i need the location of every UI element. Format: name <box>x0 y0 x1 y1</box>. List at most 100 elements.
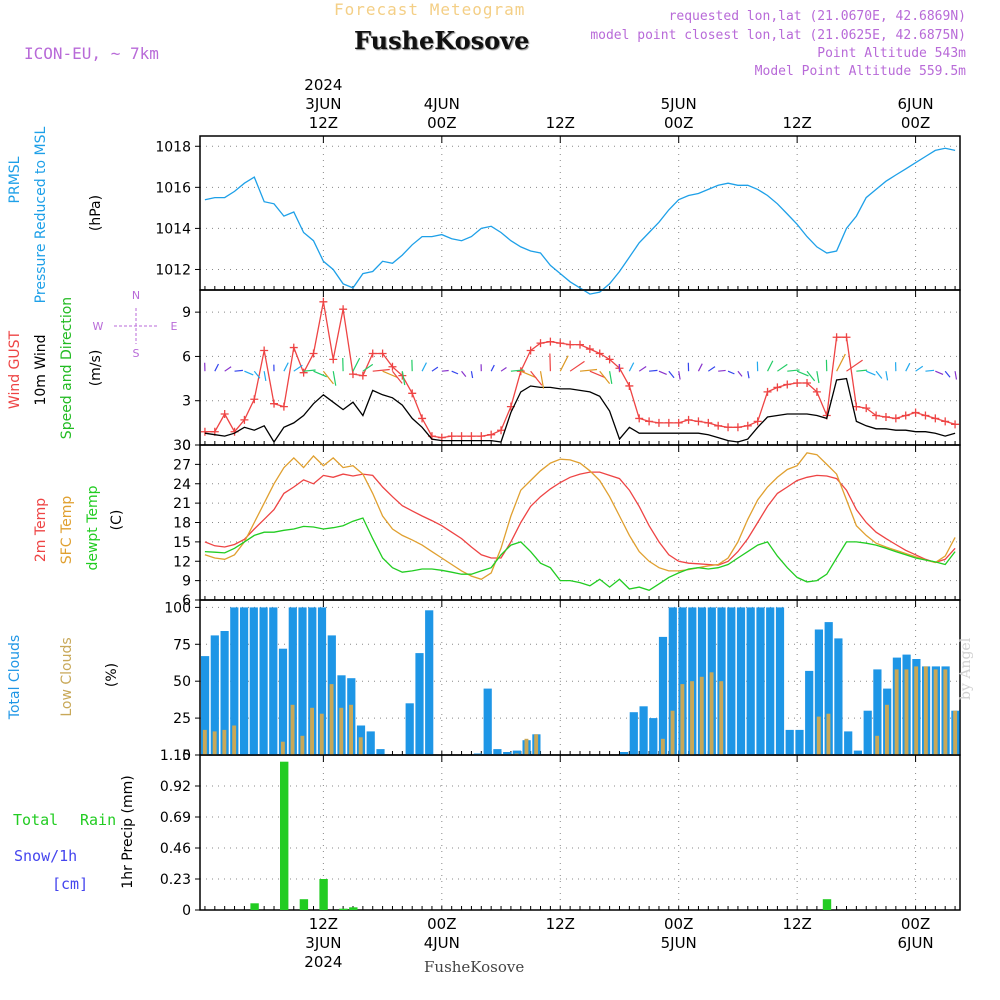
temperature-tick-label: 18 <box>173 516 191 532</box>
wind-direction-arrow <box>391 370 403 384</box>
total-clouds-bar <box>824 622 833 755</box>
low-clouds-bar <box>719 681 724 755</box>
gust-point-marker <box>516 367 525 376</box>
compass-e: E <box>171 320 178 333</box>
wind-direction-arrow <box>569 360 585 372</box>
gust-point-marker <box>625 381 634 390</box>
wind-direction-arrow <box>747 371 750 379</box>
total-clouds-bar <box>834 638 843 755</box>
wind-direction-arrow <box>352 357 361 372</box>
total-clouds-bar <box>288 607 297 755</box>
wind-direction-arrow <box>668 370 675 379</box>
gust-point-marker <box>684 415 693 424</box>
bottom-time-label: 5JUN <box>661 934 697 952</box>
wind-direction-arrow <box>549 353 551 372</box>
gust-point-marker <box>329 355 338 364</box>
gust-point-marker <box>220 410 229 418</box>
low-clouds-bar <box>885 704 889 755</box>
compass-n: N <box>132 289 140 302</box>
temperature-tick-label: 15 <box>173 535 191 551</box>
clouds-tick-label: 100 <box>164 600 191 616</box>
forecast-meteogram-title: Forecast Meteogram <box>334 0 526 19</box>
temp-2m-label: 2m Temp <box>33 498 49 562</box>
gust-point-marker <box>832 333 841 342</box>
gust-point-marker <box>911 408 920 417</box>
low-clouds-bar <box>290 704 295 755</box>
wind-direction-arrow <box>925 369 935 372</box>
wind-direction-arrow <box>609 371 613 385</box>
closest-coordinates: model point closest lon,lat (21.0625E, 4… <box>590 28 966 43</box>
grid-lines <box>200 136 960 910</box>
wind-direction-arrow <box>935 370 944 376</box>
wind-direction-arrow <box>510 369 524 372</box>
gust-point-marker <box>812 387 821 396</box>
ten-m-wind-label: 10m Wind <box>33 334 49 405</box>
clouds-tick-label: 25 <box>173 711 191 727</box>
wind-direction-arrow <box>303 369 316 372</box>
wind-direction-arrow <box>599 370 611 385</box>
total-clouds-bar <box>736 607 746 755</box>
gust-point-marker <box>566 340 575 349</box>
wind-direction-arrow <box>431 366 439 372</box>
total-clouds-bar <box>649 718 658 755</box>
wind-direction-arrow <box>628 362 635 372</box>
total-clouds-bar <box>678 607 687 755</box>
total-clouds-bar <box>278 648 288 755</box>
pressure-tick-label: 1014 <box>155 221 191 237</box>
gust-point-marker <box>743 421 752 430</box>
point-altitude: Point Altitude 543m <box>817 46 966 61</box>
low-clouds-bar <box>310 707 314 755</box>
total-rain-bar <box>280 761 289 910</box>
gust-point-marker <box>694 417 703 426</box>
low-clouds-bar <box>329 684 334 755</box>
wind-direction-arrow <box>589 370 606 379</box>
temperature-tick-label: 24 <box>173 477 191 493</box>
station-title: FusheKosove <box>354 26 530 55</box>
total-clouds-bar <box>785 729 794 755</box>
gust-point-marker <box>299 368 308 377</box>
gust-point-marker <box>803 379 812 387</box>
wind-tick-label: 0 <box>182 438 191 454</box>
gust-point-marker <box>842 333 851 342</box>
low-clouds-bar <box>690 681 694 755</box>
wind-tick-label: 9 <box>182 305 191 321</box>
temperature-tick-label: 21 <box>173 496 191 512</box>
low-clouds-bar <box>534 734 539 755</box>
gust-point-marker <box>309 349 318 358</box>
wind-direction-arrow <box>234 369 243 372</box>
total-clouds-bar <box>775 607 785 755</box>
low-clouds-bar <box>953 710 958 755</box>
total-clouds-bar <box>853 750 862 755</box>
wind-direction-arrow <box>875 370 883 379</box>
low-clouds-bar <box>232 725 237 755</box>
wind-direction-arrow <box>372 368 390 372</box>
low-clouds-bar <box>202 729 207 755</box>
total-clouds-bar <box>503 752 512 755</box>
gust-point-marker <box>635 414 644 423</box>
pressure-tick-label: 1018 <box>155 139 191 155</box>
total-clouds-bar <box>366 731 375 755</box>
wind-direction-arrow <box>777 363 788 372</box>
gust-point-marker <box>497 426 506 435</box>
total-clouds-bar <box>240 607 249 755</box>
wind-direction-arrow <box>678 371 681 380</box>
wind-direction-arrow <box>283 362 289 372</box>
gust-point-marker <box>279 402 288 411</box>
gust-point-marker <box>931 414 940 423</box>
low-clouds-bar <box>222 729 227 755</box>
wind-direction-arrow <box>253 370 261 379</box>
total-clouds-bar <box>795 729 804 755</box>
total-clouds-bar <box>230 607 239 755</box>
temperature-tick-label: 27 <box>173 457 191 473</box>
wind-direction-arrow <box>461 370 467 377</box>
bottom-time-label: 4JUN <box>424 934 460 952</box>
total-clouds-bar <box>376 749 385 755</box>
total-rain-bar <box>299 899 309 910</box>
wind-gust-line <box>204 301 956 439</box>
gust-point-marker <box>368 349 377 358</box>
gust-point-marker <box>881 412 890 421</box>
precip-tick-label: 0.46 <box>160 841 191 857</box>
bottom-time-label: 6JUN <box>897 934 933 952</box>
gust-point-marker <box>862 404 871 413</box>
gust-point-marker <box>852 402 861 411</box>
